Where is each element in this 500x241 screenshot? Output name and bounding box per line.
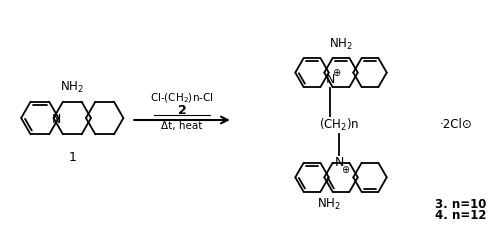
Text: 1: 1 (68, 151, 76, 164)
Text: ·2Cl⊙: ·2Cl⊙ (440, 118, 472, 131)
Text: N: N (52, 113, 61, 126)
Text: ⊕: ⊕ (341, 165, 349, 175)
Text: Cl-(CH$_2$)n-Cl: Cl-(CH$_2$)n-Cl (150, 91, 214, 105)
Text: $\mathbf{2}$: $\mathbf{2}$ (177, 104, 187, 117)
Text: NH$_2$: NH$_2$ (60, 80, 84, 95)
Text: NH$_2$: NH$_2$ (329, 37, 353, 52)
Text: ⊕: ⊕ (332, 68, 340, 78)
Text: NH$_2$: NH$_2$ (316, 197, 340, 212)
Text: N: N (334, 156, 344, 169)
Text: 4. n=12: 4. n=12 (434, 209, 486, 222)
Text: N: N (326, 73, 335, 86)
Text: 3. n=10: 3. n=10 (434, 198, 486, 211)
Text: (CH$_2$)n: (CH$_2$)n (319, 117, 360, 133)
Text: Δt, heat: Δt, heat (162, 121, 202, 131)
